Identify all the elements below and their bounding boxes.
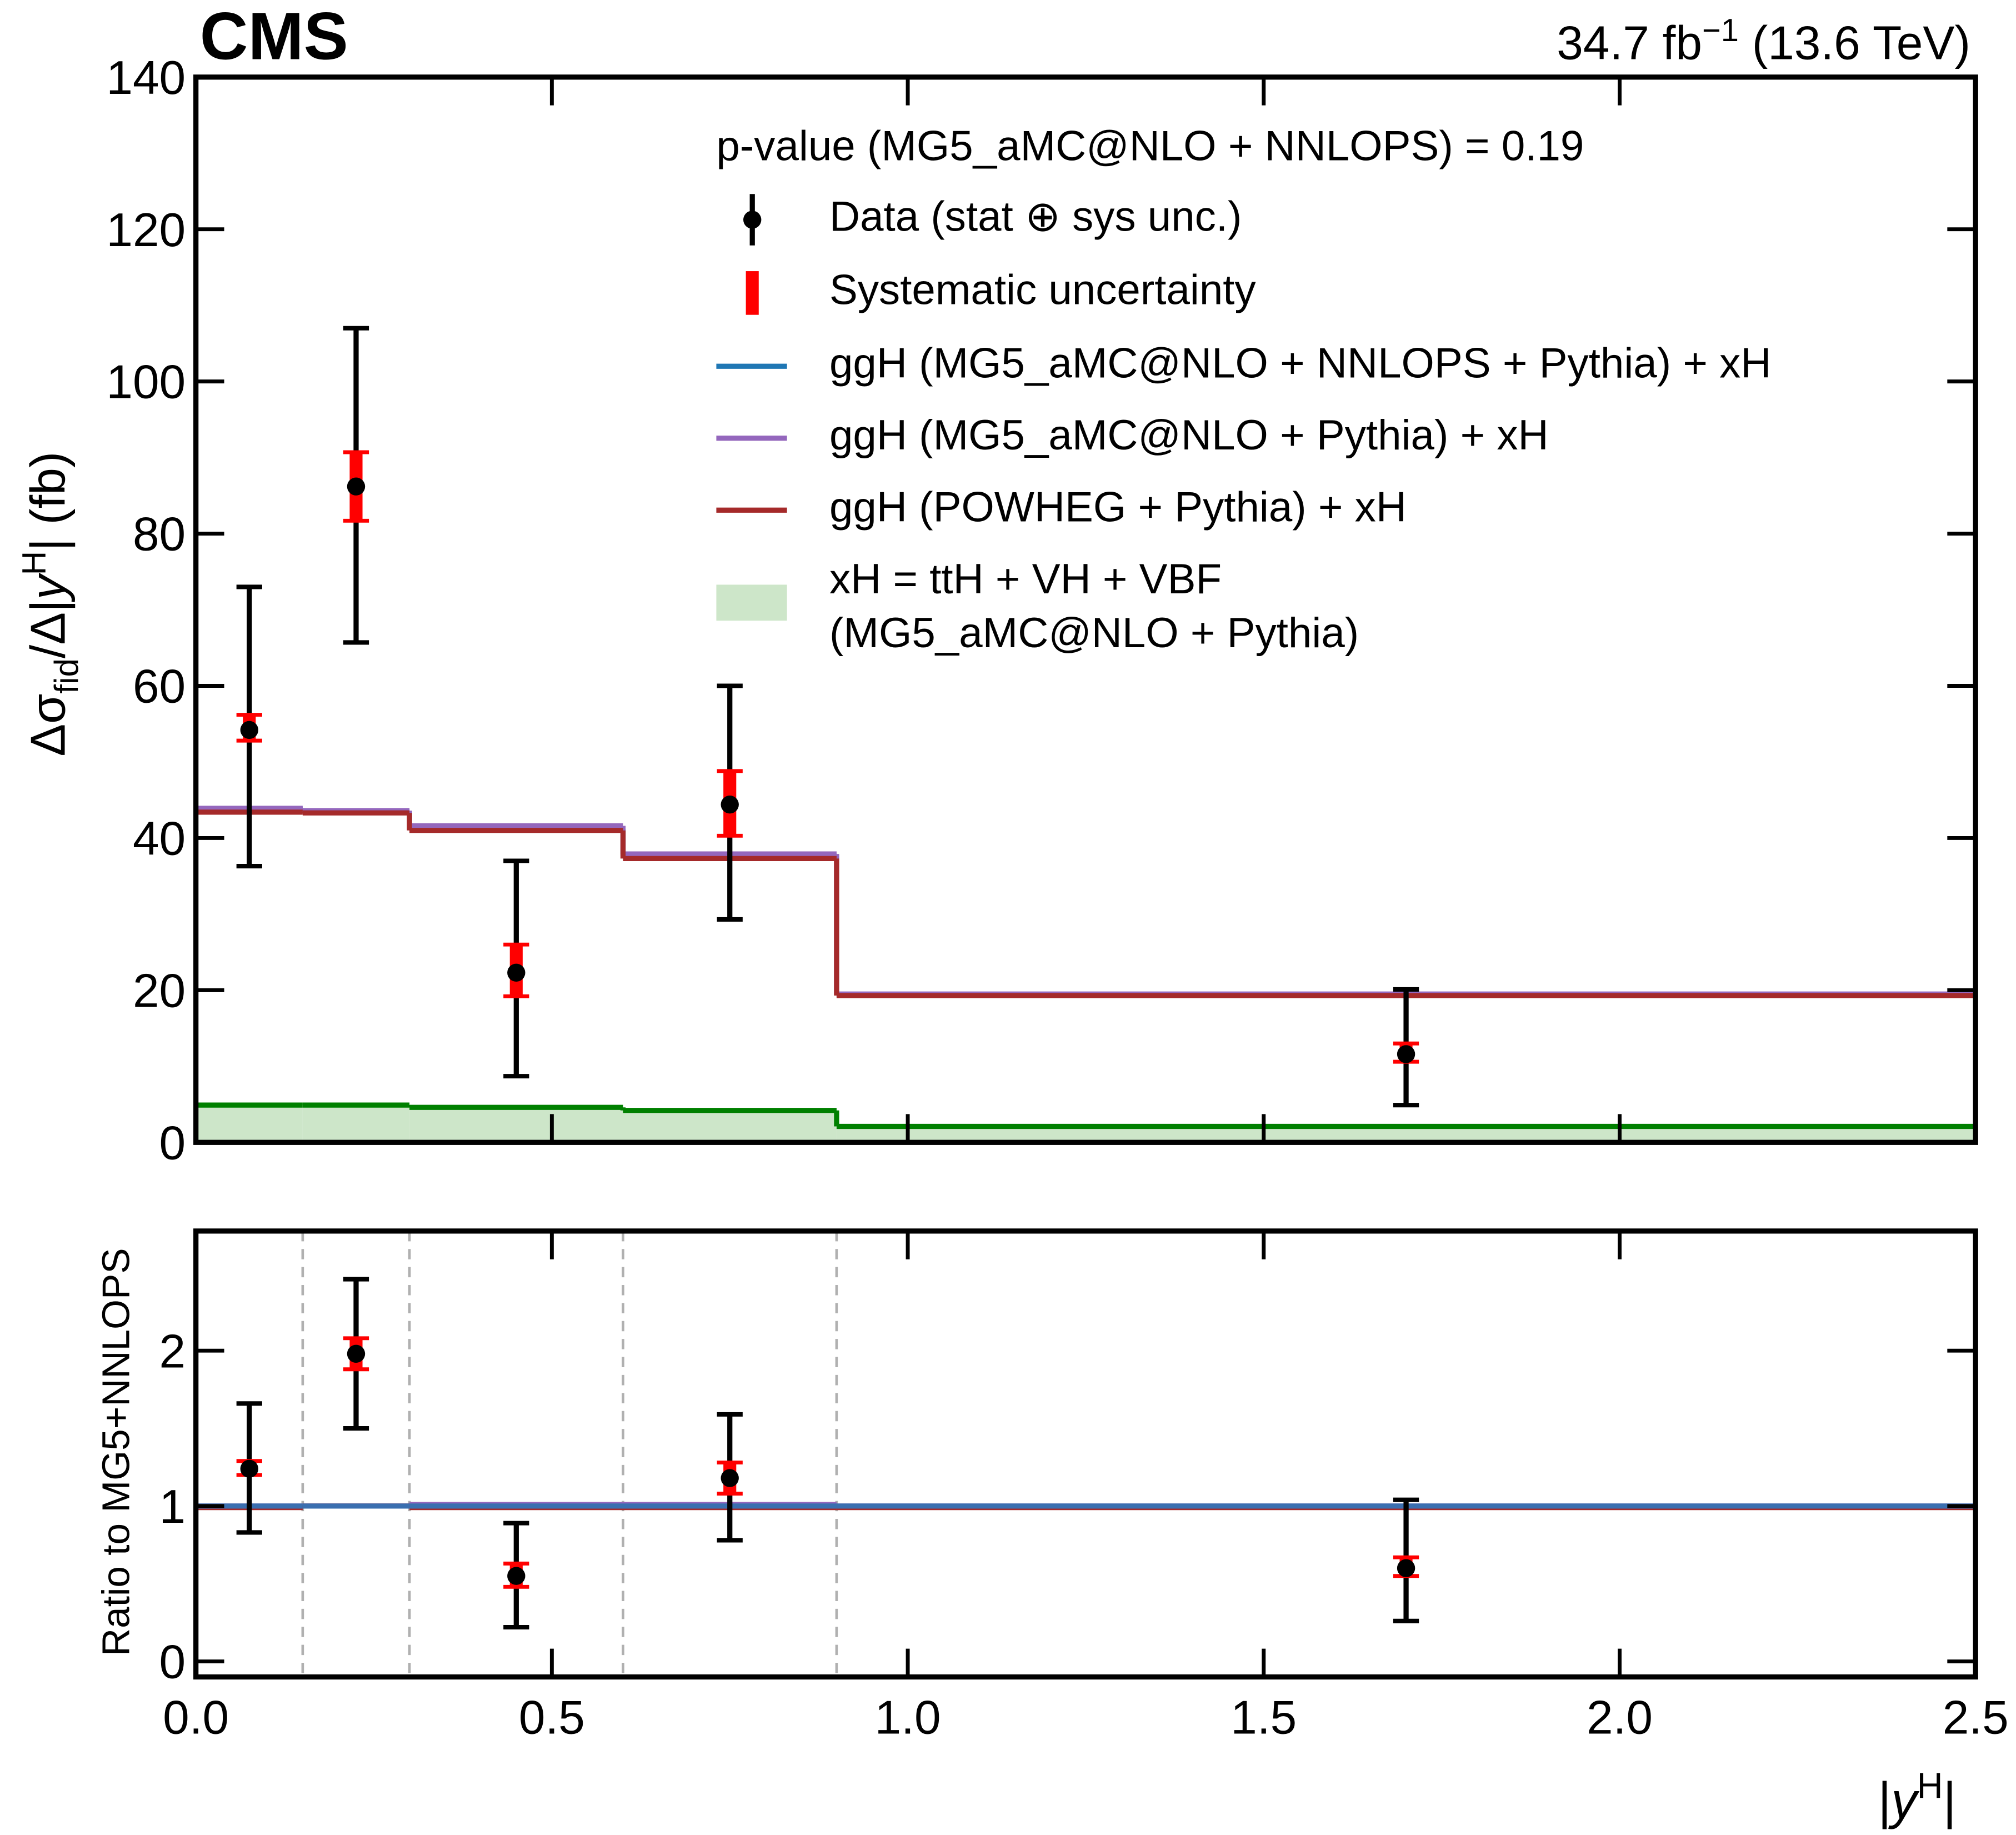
data-point: [240, 1459, 258, 1478]
y-tick-label: 0: [159, 1117, 186, 1169]
data-point: [347, 477, 366, 496]
area-bin: [302, 1105, 410, 1143]
plot-frame: [193, 1228, 1978, 1680]
y-tick-label: 80: [133, 508, 186, 561]
data-point: [507, 963, 526, 982]
x-tick-label: 2.0: [1587, 1691, 1653, 1744]
legend-label: Systematic uncertainty: [829, 267, 1256, 314]
x-tick-label: 2.5: [1943, 1691, 2009, 1744]
legend-marker: [743, 211, 762, 229]
ylabel-part: H: [16, 551, 53, 575]
xlabel-part: |: [1878, 1772, 1891, 1829]
xlabel-part: y: [1888, 1772, 1919, 1829]
data-point: [721, 795, 739, 814]
ylabel-part: fid: [48, 658, 85, 694]
xlabel-part: |: [1943, 1772, 1956, 1829]
area-bin: [409, 1107, 623, 1143]
y-axis-label: Δσfid/Δ|yH| (fb): [16, 452, 85, 757]
plot-frame: [193, 74, 1978, 1145]
data-point: [347, 1344, 366, 1363]
x-tick-label: 0.5: [519, 1691, 585, 1744]
y-tick-label: 0: [159, 1636, 186, 1689]
ylabel-part: Δσ: [21, 694, 76, 757]
legend-label: ggH (MG5_aMC@NLO + NNLOPS + Pythia) + xH: [829, 339, 1771, 387]
x-tick-label: 1.0: [875, 1691, 941, 1744]
x-axis-label: |yH|: [1878, 1765, 1956, 1829]
legend-marker: [716, 584, 787, 621]
y-tick-label: 20: [133, 964, 186, 1017]
y-tick-label: 2: [159, 1325, 186, 1378]
data-point: [507, 1567, 526, 1585]
ylabel-part: /Δ|: [21, 599, 76, 658]
ratio-y-axis-label: Ratio to MG5+NNLOPS: [94, 1248, 137, 1656]
ylabel-part: y: [21, 572, 76, 602]
y-tick-label: 140: [106, 52, 186, 104]
area-bin: [196, 1105, 303, 1143]
area-bin: [623, 1110, 837, 1143]
y-tick-label: 100: [106, 356, 186, 409]
area-bin: [836, 1126, 1976, 1143]
legend-label: (MG5_aMC@NLO + Pythia): [829, 609, 1359, 657]
lumi-label: 34.7 fb−1 (13.6 TeV): [1557, 13, 1970, 69]
y-tick-label: 40: [133, 812, 186, 865]
legend-label: ggH (MG5_aMC@NLO + Pythia) + xH: [829, 412, 1549, 459]
y-tick-label: 1: [159, 1481, 186, 1533]
x-tick-label: 0.0: [163, 1691, 229, 1744]
lumi-text: 34.7 fb: [1557, 17, 1702, 69]
legend-label: ggH (POWHEG + Pythia) + xH: [829, 483, 1407, 531]
lumi-energy: (13.6 TeV): [1739, 17, 1970, 69]
legend-label: Data (stat ⊕ sys unc.): [829, 193, 1242, 241]
data-point: [721, 1469, 739, 1487]
cms-label: CMS: [200, 0, 348, 73]
legend-label: xH = ttH + VH + VBF: [829, 556, 1222, 603]
y-tick-label: 60: [133, 661, 186, 713]
legend-marker: [746, 271, 759, 315]
data-point: [1397, 1559, 1415, 1577]
p-value-annotation: p-value (MG5_aMC@NLO + NNLOPS) = 0.19: [716, 122, 1584, 169]
x-tick-label: 1.5: [1230, 1691, 1297, 1744]
data-point: [1397, 1045, 1415, 1063]
ylabel-part: | (fb): [21, 452, 76, 551]
data-point: [240, 721, 258, 739]
xlabel-part: H: [1917, 1765, 1943, 1806]
y-tick-label: 120: [106, 204, 186, 257]
lumi-exp: −1: [1702, 13, 1739, 48]
